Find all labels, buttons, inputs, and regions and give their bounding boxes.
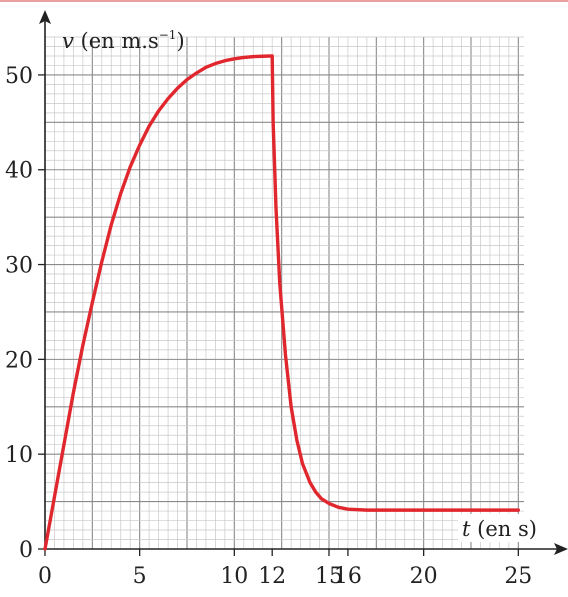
series-group <box>43 54 521 551</box>
x-tick-label: 15 <box>315 564 343 589</box>
series-line-velocity <box>43 54 521 551</box>
x-axis-arrow-icon <box>554 543 568 555</box>
x-tick-label: 25 <box>504 564 532 589</box>
x-tick-label: 20 <box>410 564 438 589</box>
axes <box>39 10 568 555</box>
y-axis-label: v (en m.s−1) <box>62 28 185 53</box>
x-axis-label-var: t <box>462 517 471 541</box>
y-axis-label-close: ) <box>176 29 184 53</box>
x-axis-label-background <box>458 514 554 542</box>
x-tick-label: 0 <box>38 564 52 589</box>
y-tick-label: 30 <box>5 254 33 279</box>
y-tick-label: 50 <box>5 64 33 89</box>
y-tick-label: 40 <box>5 159 33 184</box>
x-tick-label: 12 <box>258 564 286 589</box>
y-tick-label: 20 <box>5 348 33 373</box>
x-tick-label: 10 <box>220 564 248 589</box>
grid <box>44 36 524 550</box>
y-axis-label-unit: (en m.s <box>74 29 159 53</box>
y-tick-label: 0 <box>19 538 33 563</box>
y-tick-label: 10 <box>5 443 33 468</box>
x-axis-label-group: t (en s) <box>458 514 554 542</box>
y-axis-label-exponent: −1 <box>159 28 177 42</box>
x-axis-label-unit: (en s) <box>470 517 536 541</box>
x-axis-label: t (en s) <box>462 517 537 541</box>
ticks <box>38 74 519 556</box>
y-tick-labels: 0 10 20 30 40 50 <box>5 64 33 563</box>
y-axis-label-var: v <box>62 29 74 53</box>
y-axis-arrow-icon <box>39 10 51 24</box>
x-tick-label: 16 <box>334 564 362 589</box>
top-rule <box>0 0 568 2</box>
x-tick-label: 5 <box>133 564 147 589</box>
